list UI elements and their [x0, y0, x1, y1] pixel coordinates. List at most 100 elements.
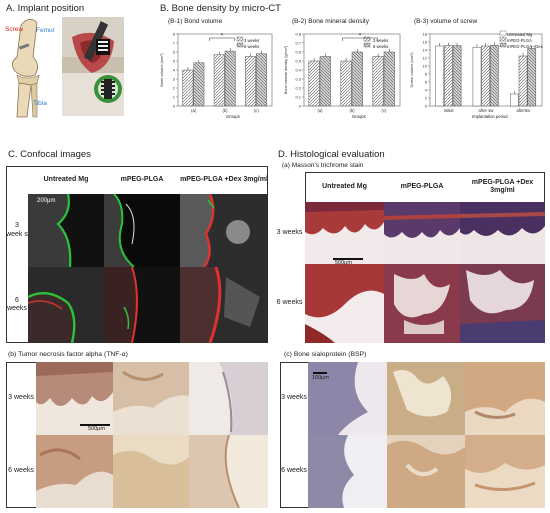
confocal-image-6w-untreated [28, 267, 104, 343]
bsp-row-3w: 3 weeks [281, 394, 307, 402]
y-tick-label: 5 [173, 59, 176, 64]
bsp-image-6w-untreated [308, 435, 387, 508]
tnf-scale-label: 500μm [88, 426, 105, 432]
confocal-image-6w-mpeg [104, 267, 180, 343]
b3-subtitle: (B-3) volume of screw [414, 18, 478, 25]
bar [372, 56, 384, 107]
b3-xlabel: Implantation period [472, 114, 508, 119]
confocal-col-dex: mPEG-PLGA +Dex 3mg/ml [180, 176, 268, 184]
bar [245, 56, 256, 107]
bar [351, 51, 363, 107]
confocal-col-untreated: Untreated Mg [43, 176, 89, 184]
bsp-scale-bar [313, 372, 327, 374]
b2-legend-2: 6 weeks [373, 44, 389, 49]
y-tick-label: 8 [173, 32, 176, 37]
significance-star: * [221, 34, 224, 40]
bar [510, 93, 519, 107]
bar [319, 56, 331, 107]
bsp-row-6w: 6 weeks [281, 467, 307, 475]
b3-legend-1: Untreated Mg [507, 32, 533, 37]
masson-image-3w-mpeg [384, 202, 460, 264]
x-tick-label: (b) [222, 108, 228, 113]
y-axis-label: Bone mineral density (g/cm³) [284, 45, 288, 94]
confocal-image-3w-dex [180, 194, 268, 267]
legend-swatch [499, 42, 507, 48]
y-tick-label: 4 [425, 88, 428, 93]
legend-swatch [236, 42, 244, 48]
tnf-row-6w: 6 weeks [8, 467, 34, 475]
x-tick-label: after6w [516, 108, 531, 113]
y-tick-label: 0.2 [295, 86, 301, 91]
y-tick-label: 0 [299, 104, 302, 109]
y-axis-label: Bone volume (mm³) [160, 53, 164, 87]
confocal-row-6w: 6 weeks [7, 296, 27, 312]
tnf-image-3w-mpeg [113, 362, 189, 435]
confocal-image-3w-mpeg [104, 194, 180, 267]
y-tick-label: 1 [173, 95, 176, 100]
legend-swatch [363, 36, 371, 42]
y-tick-label: 2 [425, 96, 428, 101]
x-tick-label: (a) [317, 108, 323, 113]
bar [490, 44, 499, 107]
masson-image-3w-untreated [305, 202, 384, 264]
bar [452, 45, 462, 107]
b1-subtitle: (B-1) Bond volume [168, 18, 223, 25]
x-tick-label: after 3w [479, 108, 495, 113]
tibia-label: Tibia [33, 100, 47, 107]
b2-legend-1: 3 weeks [373, 38, 389, 43]
bar [518, 55, 528, 107]
bar [224, 50, 236, 107]
legend-swatch [499, 36, 507, 42]
b3-legend-2: mPEG-PLGA [507, 38, 532, 43]
y-tick-label: 18 [423, 32, 428, 37]
significance-star: * [359, 34, 362, 40]
bsp-image-6w-dex [465, 435, 545, 508]
y-tick-label: 0.6 [295, 50, 301, 55]
bsp-image-3w-untreated [308, 362, 387, 435]
bsp-image-3w-mpeg [387, 362, 465, 435]
bone-mineral-density-chart: 0 0.1 0.2 0.3 0.4 0.5 0.6 0.7 0.8 (a) (b) (c) Bone m… [284, 32, 401, 113]
screw-label: Screw [5, 26, 24, 33]
masson-image-6w-mpeg [384, 264, 460, 343]
y-tick-label: 0.1 [295, 95, 301, 100]
confocal-scale-label: 200μm [37, 198, 56, 204]
b2-subtitle: (B-2) Bone mineral density [292, 18, 369, 25]
tnf-image-6w-mpeg [113, 435, 189, 508]
y-tick-label: 0.8 [295, 32, 301, 37]
bsp-title: (c) Bone sialoprotein (BSP) [284, 351, 367, 358]
y-tick-label: 0.7 [295, 41, 301, 46]
tnf-row-3w: 3 weeks [8, 394, 34, 402]
bar [383, 51, 395, 107]
bar [435, 45, 444, 107]
femur-label: Femur [36, 27, 55, 34]
y-tick-label: 6 [425, 80, 428, 85]
y-axis-label: Screw volume (mm³) [410, 52, 414, 88]
y-tick-label: 7 [173, 41, 176, 46]
panel-d-title: D. Histological evaluation [278, 149, 385, 160]
tnf-image-6w-dex [189, 435, 268, 508]
legend-swatch [236, 36, 244, 42]
panel-b-title: B. Bone density by micro-CT [160, 3, 281, 14]
masson-col-dex: mPEG-PLGA +Dex 3mg/ml [471, 179, 534, 194]
y-tick-label: 0 [173, 104, 176, 109]
x-tick-label: (a) [191, 108, 197, 113]
masson-scale-label: 500μm [335, 260, 352, 266]
masson-subtitle: (a) Masson's trichrome stain [282, 162, 364, 169]
y-tick-label: 6 [173, 50, 176, 55]
legend-swatch [499, 30, 507, 36]
tnf-image-3w-untreated [36, 362, 113, 435]
b1-xlabel: Groups [226, 114, 240, 119]
y-tick-label: 0 [425, 104, 428, 109]
b1-legend-2: 6 weeks [244, 44, 260, 49]
masson-row-3w: 3 weeks [276, 228, 303, 236]
b1-legend-1: 3 weeks [244, 38, 260, 43]
y-tick-label: 0.5 [295, 59, 301, 64]
x-tick-label: (c) [382, 108, 387, 113]
bar [182, 69, 194, 107]
x-tick-label: initial [444, 108, 454, 113]
bar [481, 45, 491, 107]
screw-volume-chart: 0 2 4 6 8 10 12 14 16 18 initial after 3w after6w Scr… [410, 30, 543, 113]
b2-xlabel: Groups [352, 114, 366, 119]
bar [472, 46, 482, 107]
masson-image-6w-dex [460, 264, 545, 343]
